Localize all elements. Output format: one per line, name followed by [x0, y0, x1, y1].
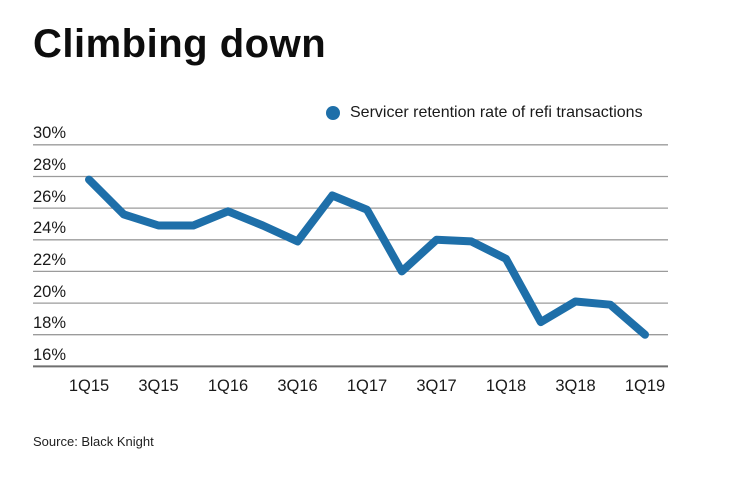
series-line — [85, 175, 649, 339]
source-note: Source: Black Knight — [33, 434, 154, 449]
x-tick-label: 3Q15 — [138, 377, 179, 395]
legend-dot-icon — [326, 106, 340, 120]
y-tick-label: 16% — [33, 345, 67, 364]
chart-title: Climbing down — [33, 22, 327, 66]
y-tick-label: 26% — [33, 187, 67, 206]
x-tick-label: 3Q17 — [416, 377, 457, 395]
y-tick-label: 30% — [33, 124, 67, 143]
legend-label: Servicer retention rate of refi transact… — [350, 104, 643, 121]
y-tick-label: 20% — [33, 282, 67, 301]
x-tick-label: 3Q18 — [555, 377, 596, 395]
y-tick-label: 22% — [33, 250, 67, 269]
legend: Servicer retention rate of refi transact… — [326, 104, 643, 122]
x-tick-label: 1Q18 — [485, 377, 527, 395]
x-tick-label: 1Q16 — [207, 377, 249, 395]
y-tick-label: 28% — [33, 155, 67, 174]
y-tick-label: 18% — [33, 314, 67, 333]
x-tick-label: 1Q19 — [624, 377, 666, 395]
x-tick-label: 3Q16 — [277, 377, 318, 395]
x-tick-label: 1Q17 — [346, 377, 388, 395]
y-tick-label: 24% — [33, 219, 67, 238]
x-tick-label: 1Q15 — [68, 377, 110, 395]
